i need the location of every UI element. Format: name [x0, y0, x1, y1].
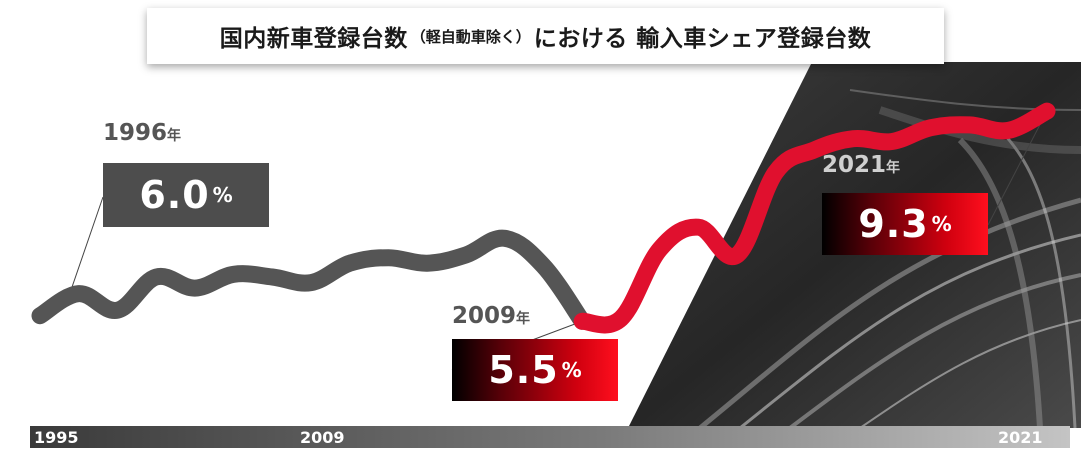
year-text: 1996 — [103, 120, 168, 146]
value-number: 5.5 — [488, 348, 559, 392]
year-text: 2009 — [452, 303, 517, 329]
axis-label-mid: 2009 — [300, 428, 345, 447]
value-number: 6.0 — [139, 173, 210, 217]
year-label-2021: 2021年 — [822, 152, 900, 178]
timeline-axis-bar — [30, 426, 1070, 448]
title-main-after: における 輸入車シェア登録台数 — [533, 26, 872, 52]
year-unit: 年 — [167, 128, 182, 144]
value-box-2021: 9.3% — [822, 193, 988, 255]
chart-title: 国内新車登録台数 （軽自動車除く） における 輸入車シェア登録台数 — [147, 8, 944, 64]
year-label-2009: 2009年 — [452, 303, 530, 329]
value-box-1996: 6.0% — [103, 163, 269, 227]
year-label-1996: 1996年 — [103, 120, 181, 146]
year-unit: 年 — [886, 160, 901, 176]
axis-label-start: 1995 — [34, 428, 79, 447]
value-unit: % — [212, 183, 233, 207]
value-number: 9.3 — [858, 202, 929, 246]
series-line-2009-2021 — [573, 102, 1056, 334]
year-unit: 年 — [516, 311, 531, 327]
value-unit: % — [931, 212, 952, 236]
leader-line-2021 — [987, 110, 1048, 226]
title-main-before: 国内新車登録台数 — [219, 26, 408, 52]
title-subtitle: （軽自動車除く） — [410, 27, 531, 46]
year-text: 2021 — [822, 152, 887, 178]
series-line-1995-2009 — [31, 229, 591, 330]
value-box-2009: 5.5% — [452, 339, 618, 401]
axis-label-end: 2021 — [998, 428, 1043, 447]
value-unit: % — [561, 358, 582, 382]
